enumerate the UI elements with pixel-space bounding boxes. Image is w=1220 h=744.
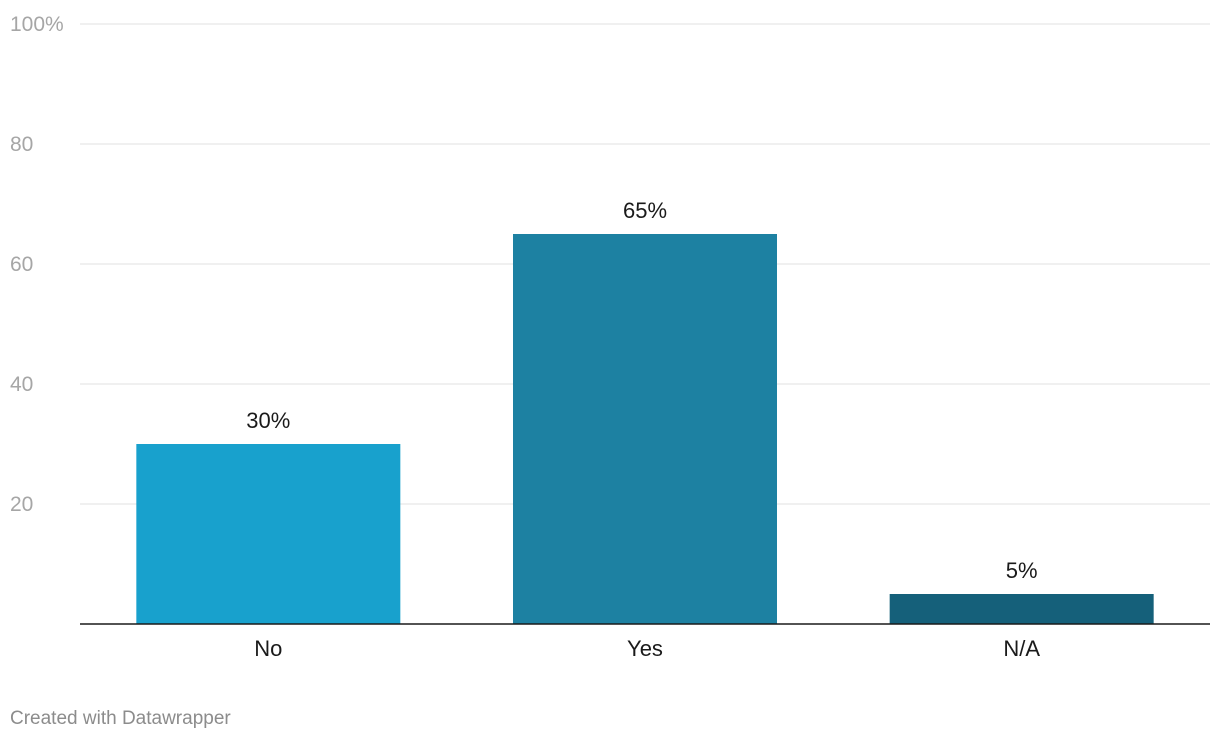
x-category-label: No: [254, 636, 282, 661]
y-tick-label: 80: [10, 133, 33, 156]
bar-n-a: [889, 594, 1154, 624]
datawrapper-credit[interactable]: Created with Datawrapper: [10, 708, 231, 729]
x-category-label: Yes: [627, 636, 663, 661]
y-tick-label: 60: [10, 253, 33, 276]
bar-value-label: 30%: [246, 408, 290, 433]
bars: [136, 234, 1154, 624]
x-category-label: N/A: [1003, 636, 1040, 661]
bar-value-label: 5%: [1006, 558, 1038, 583]
bar-no: [136, 444, 401, 624]
bar-yes: [513, 234, 777, 624]
y-tick-label: 40: [10, 373, 33, 396]
bar-value-label: 65%: [623, 198, 667, 223]
y-tick-label: 100%: [10, 13, 64, 36]
bar-chart: 20 40 60 80 100% 30% No 65% Yes 5% N/A: [10, 13, 1210, 661]
y-tick-label: 20: [10, 493, 33, 516]
labels: 20 40 60 80 100% 30% No 65% Yes 5% N/A: [10, 13, 1040, 661]
